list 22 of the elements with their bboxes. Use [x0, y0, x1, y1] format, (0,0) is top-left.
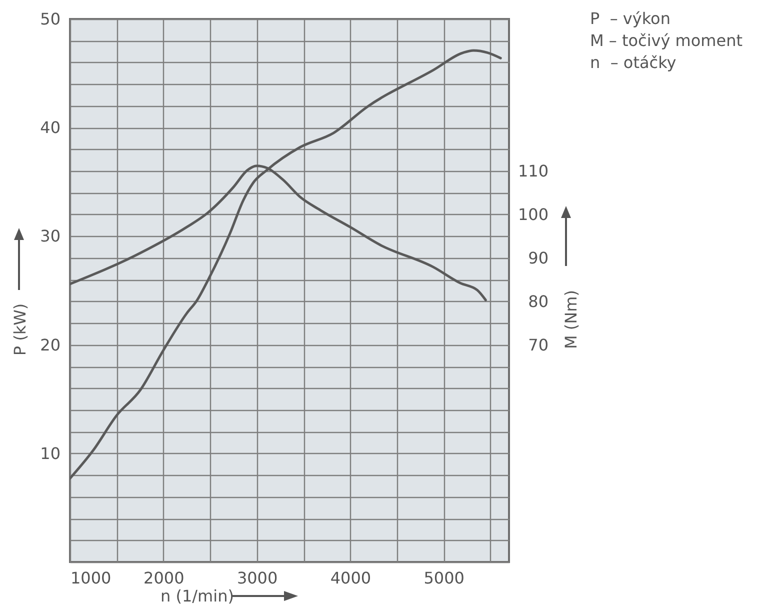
- y-tick-label: 40: [40, 118, 60, 138]
- y-tick-label: 10: [40, 444, 60, 463]
- y2-tick-label: 100: [518, 204, 548, 224]
- x-tick-label: 4000: [330, 568, 372, 588]
- line-series: [70, 49, 502, 480]
- y2-axis-title: M (Nm): [562, 290, 580, 349]
- x-tick-label: 1000: [70, 568, 112, 588]
- y-tick-label: 20: [40, 335, 60, 354]
- x-tick-label: 3000: [236, 568, 278, 588]
- y2-tick-label: 90: [528, 248, 548, 268]
- y-axis-title: P (kW): [10, 303, 30, 356]
- y-tick-label: 50: [40, 10, 60, 28]
- x-axis-title: n (1/min): [160, 586, 234, 606]
- y2-tick-label: 70: [528, 335, 548, 354]
- text: M – točivý moment: [590, 30, 743, 52]
- y2-tick-label: 80: [528, 292, 548, 311]
- x-tick-label: 5000: [424, 568, 464, 588]
- y-tick-label: 30: [40, 226, 60, 246]
- text: n – otáčky: [590, 52, 678, 74]
- text: P – výkon: [590, 8, 672, 30]
- y2-tick-label: 110: [518, 162, 548, 181]
- x-tick-label: 2000: [144, 568, 184, 588]
